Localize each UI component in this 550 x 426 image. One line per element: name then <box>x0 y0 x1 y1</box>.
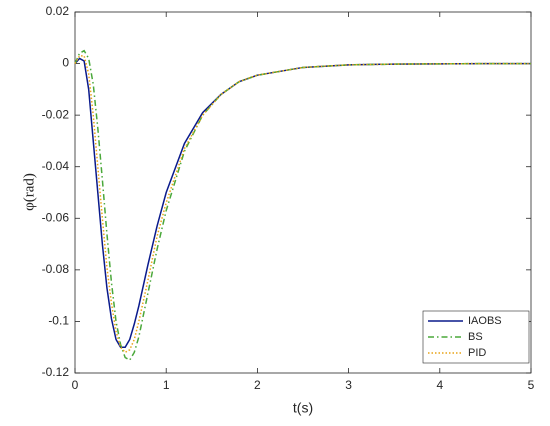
legend-label: PID <box>468 347 486 359</box>
y-tick-label: -0.12 <box>42 365 70 379</box>
line-series <box>74 55 531 354</box>
y-tick-label: -0.04 <box>42 159 70 173</box>
y-tick-label: -0.1 <box>48 314 69 328</box>
y-axis-label: φ(rad) <box>21 173 37 211</box>
y-tick-label: 0.02 <box>46 4 70 18</box>
legend-box <box>422 310 530 364</box>
x-tick-label: 4 <box>436 378 443 392</box>
x-tick-label: 1 <box>163 378 170 392</box>
y-tick-label: -0.02 <box>42 107 70 121</box>
y-tick-label: 0 <box>62 56 69 70</box>
x-tick-label: 3 <box>345 378 352 392</box>
x-tick-label: 5 <box>528 378 535 392</box>
legend-label: IAOBS <box>468 315 502 327</box>
x-axis-label: t(s) <box>293 400 313 416</box>
y-tick-label: -0.06 <box>42 210 70 224</box>
legend-label: BS <box>468 331 483 343</box>
y-tick-label: -0.08 <box>42 262 70 276</box>
x-tick-label: 2 <box>254 378 261 392</box>
x-tick-label: 0 <box>72 378 79 392</box>
